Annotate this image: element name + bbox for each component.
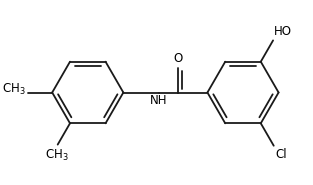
Text: NH: NH xyxy=(150,94,167,107)
Text: CH$_3$: CH$_3$ xyxy=(45,148,69,163)
Text: O: O xyxy=(173,52,182,65)
Text: HO: HO xyxy=(275,25,292,38)
Text: CH$_3$: CH$_3$ xyxy=(2,82,26,97)
Text: Cl: Cl xyxy=(275,148,287,161)
